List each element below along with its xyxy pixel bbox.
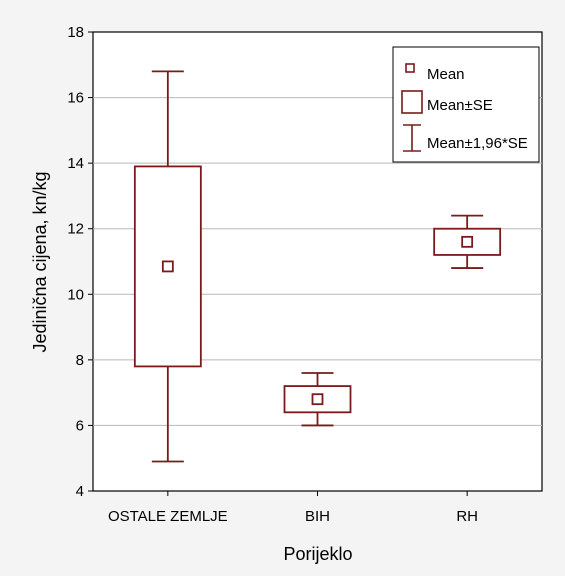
chart-marks — [133, 70, 502, 463]
x-axis-label: Porijeklo — [283, 544, 352, 564]
y-axis-ticks: 4 6 8 10 12 14 16 18 — [67, 24, 93, 500]
y-tick-label: 8 — [76, 352, 84, 369]
legend-mean-se-symbol — [401, 90, 423, 114]
y-tick-label: 4 — [76, 483, 84, 500]
legend-item-mean-se: Mean±SE — [401, 90, 493, 114]
se-box — [133, 165, 202, 368]
legend-mean-ci-symbol — [403, 124, 421, 152]
y-tick-label: 16 — [67, 90, 84, 107]
legend-mean-label: Mean — [427, 66, 465, 83]
y-tick-label: 18 — [67, 24, 84, 41]
mean-marker — [311, 393, 324, 406]
legend-mean-ci-label: Mean±1,96*SE — [427, 135, 528, 152]
legend-item-mean: Mean — [405, 63, 465, 83]
x-tick-label: RH — [456, 508, 478, 525]
y-axis-label: Jedinična cijena, kn/kg — [30, 171, 50, 352]
x-tick-label: BIH — [305, 508, 330, 525]
legend-item-mean-ci: Mean±1,96*SE — [403, 124, 528, 152]
legend-mean-se-label: Mean±SE — [427, 97, 493, 114]
legend: Mean Mean±SE Mean±1,96*SE — [392, 46, 540, 163]
mean-marker — [461, 235, 474, 248]
mean-marker — [161, 260, 174, 273]
x-axis-ticks: OSTALE ZEMLJE BIH RH — [108, 491, 478, 525]
x-tick-label: OSTALE ZEMLJE — [108, 508, 228, 525]
y-tick-label: 10 — [67, 286, 84, 303]
y-tick-label: 12 — [67, 221, 84, 238]
y-tick-label: 14 — [67, 155, 84, 172]
legend-mean-symbol — [405, 63, 415, 73]
y-tick-label: 6 — [76, 417, 84, 434]
